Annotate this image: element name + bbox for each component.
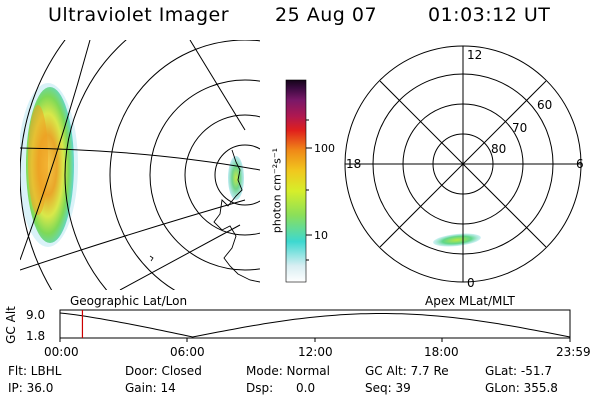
status-gc-alt: GC Alt: 7.7 Re <box>365 364 449 378</box>
status-glat: GLat: -51.7 <box>485 364 552 378</box>
mlt-label-0: 0 <box>467 276 475 290</box>
colorbar-tick-100: 100 <box>314 142 335 155</box>
polar-caption: Apex MLat/MLT <box>425 294 515 308</box>
mlt-label-18: 18 <box>346 157 362 171</box>
mlt-label-6: 6 <box>576 157 584 171</box>
timeline-xtick-1: 06:00 <box>170 345 205 359</box>
date-label: 25 Aug 07 <box>275 4 378 26</box>
timeline-xtick-3: 18:00 <box>424 345 459 359</box>
timeline-xtick-0: 00:00 <box>44 345 79 359</box>
coastline <box>213 149 260 283</box>
instrument-title: Ultraviolet Imager <box>48 4 230 26</box>
status-seq: Seq: 39 <box>365 381 411 395</box>
timeline-ytick-low: 1.8 <box>26 329 46 343</box>
lat-label-70: 70 <box>512 121 528 135</box>
timeline-xtick-4: 23:59 <box>556 345 591 359</box>
lat-label-60: 60 <box>537 98 553 112</box>
timeline-ytick-high: 9.0 <box>26 308 46 322</box>
status-dsp: Dsp: 0.0 <box>246 381 316 395</box>
lat-label-80: 80 <box>491 142 507 156</box>
status-mode: Mode: Normal <box>246 364 330 378</box>
timeline-xtick-2: 12:00 <box>298 345 333 359</box>
mlt-label-12: 12 <box>467 48 483 62</box>
status-gain: Gain: 14 <box>125 381 176 395</box>
polar-emission <box>433 233 481 247</box>
colorbar-tick-10: 10 <box>314 229 328 242</box>
status-door: Door: Closed <box>125 364 202 378</box>
altitude-trace <box>59 312 571 338</box>
status-filter: Flt: LBHL <box>8 364 62 378</box>
map-caption: Geographic Lat/Lon <box>70 294 188 308</box>
status-glon: GLon: 355.8 <box>485 381 558 395</box>
time-label: 01:03:12 UT <box>428 4 551 26</box>
status-ip: IP: 36.0 <box>8 381 54 395</box>
